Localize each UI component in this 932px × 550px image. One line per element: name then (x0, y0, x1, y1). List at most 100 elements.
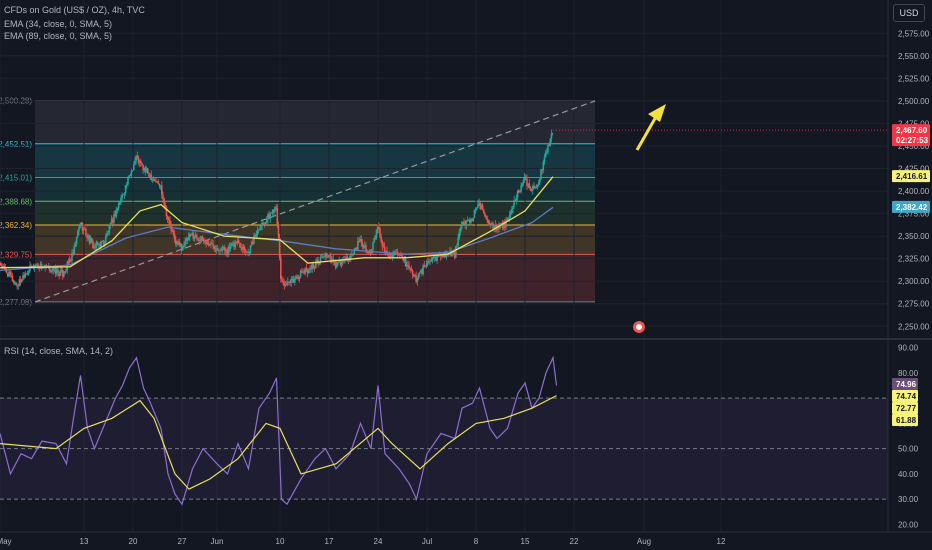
price-tag-1 (892, 170, 930, 183)
candle-body (451, 253, 454, 257)
price-tag-value-2: 2,382.42 (896, 203, 928, 212)
candle-body (235, 242, 238, 244)
candle-body (43, 267, 45, 269)
symbol-legend: CFDs on Gold (US$ / OZ), 4h, TVC (4, 5, 145, 15)
candle-body (269, 213, 272, 219)
candle-body (177, 241, 179, 243)
candle-body (39, 264, 42, 269)
price-tick-3: 2,500.00 (898, 97, 930, 106)
candle-body (224, 247, 226, 251)
candle-body (462, 221, 464, 224)
candle-body (459, 228, 462, 233)
rsi-tick-5: 40.00 (898, 470, 919, 479)
candle-body (190, 234, 192, 236)
candle-body (508, 215, 511, 219)
candle-body (0, 263, 2, 266)
candle-body (162, 194, 164, 199)
candle-body (308, 269, 310, 274)
candle-body (549, 139, 552, 146)
candle-body (266, 219, 268, 223)
candle-body (283, 283, 286, 286)
currency-button[interactable]: USD (893, 4, 925, 22)
candle-body (294, 278, 296, 283)
candle-body (86, 235, 88, 239)
candle-body (61, 270, 64, 277)
candle-body (58, 272, 60, 276)
time-tick-2: 20 (129, 537, 138, 546)
candle-body (119, 202, 121, 204)
candle-body (151, 179, 154, 180)
candle-body (452, 251, 455, 254)
price-tag-2 (892, 200, 930, 213)
candle-body (350, 255, 352, 259)
candle-body (140, 160, 142, 164)
candle-body (212, 243, 214, 247)
grid (0, 0, 932, 533)
price-tag-0 (892, 124, 930, 147)
candle-body (15, 282, 17, 286)
candle-body (65, 269, 67, 272)
candle-body (82, 228, 85, 231)
candle-body (141, 163, 143, 165)
fib-label-5: (2,329.75) (0, 250, 32, 259)
candles (0, 129, 554, 290)
candle-body (33, 264, 36, 268)
candle-body (479, 202, 482, 209)
candle-body (525, 176, 527, 179)
candle-body (310, 267, 312, 270)
candle-body (504, 221, 506, 228)
time-tick-4: Jun (211, 537, 224, 546)
candle-body (92, 240, 94, 248)
candle-body (532, 186, 534, 191)
candle-body (246, 251, 248, 253)
candle-body (354, 248, 357, 251)
trendline[interactable] (34, 100, 596, 303)
candle-body (472, 217, 475, 221)
candle-body (375, 229, 378, 239)
candle-body (465, 220, 468, 226)
candle-body (185, 238, 188, 241)
price-tick-4: 2,475.00 (898, 119, 930, 128)
candle-body (466, 220, 469, 221)
rsi-legend: RSI (14, close, SMA, 14, 2) (4, 346, 114, 356)
candle-body (197, 238, 199, 240)
candle-body (137, 156, 140, 163)
rsi-tick-4: 50.00 (898, 445, 919, 454)
candle-body (204, 241, 206, 243)
candle-body (208, 244, 211, 246)
candle-body (312, 264, 315, 268)
candle-body (381, 241, 384, 247)
candle-body (540, 169, 542, 179)
candle-body (516, 190, 519, 198)
candle-body (72, 252, 74, 255)
price-tick-5: 2,450.00 (898, 142, 930, 151)
candle-body (60, 270, 63, 272)
candle-body (469, 219, 471, 223)
candle-body (340, 262, 343, 265)
candle-body (231, 243, 233, 246)
rsi-tick-6: 30.00 (898, 495, 919, 504)
candle-body (303, 272, 305, 274)
candle-body (98, 243, 100, 245)
rsi-pane (0, 355, 888, 506)
candle-body (211, 242, 213, 244)
candle-body (210, 242, 212, 245)
fib-band-1 (35, 143, 595, 178)
candle-body (277, 225, 280, 238)
candle-body (535, 187, 538, 188)
candle-body (182, 246, 184, 251)
candle-body (486, 218, 489, 221)
candle-body (155, 180, 157, 183)
candle-body (240, 246, 242, 248)
rsi-tick-0: 90.00 (898, 344, 919, 353)
candle-body (507, 218, 510, 221)
time-tick-1: 13 (80, 537, 89, 546)
candle-body (501, 223, 504, 228)
event-icon[interactable] (633, 321, 645, 333)
candle-body (378, 226, 380, 229)
candle-body (512, 205, 514, 210)
candle-body (304, 267, 307, 274)
candle-body (458, 232, 461, 238)
rsi-tag-value-0: 74.96 (896, 380, 917, 389)
